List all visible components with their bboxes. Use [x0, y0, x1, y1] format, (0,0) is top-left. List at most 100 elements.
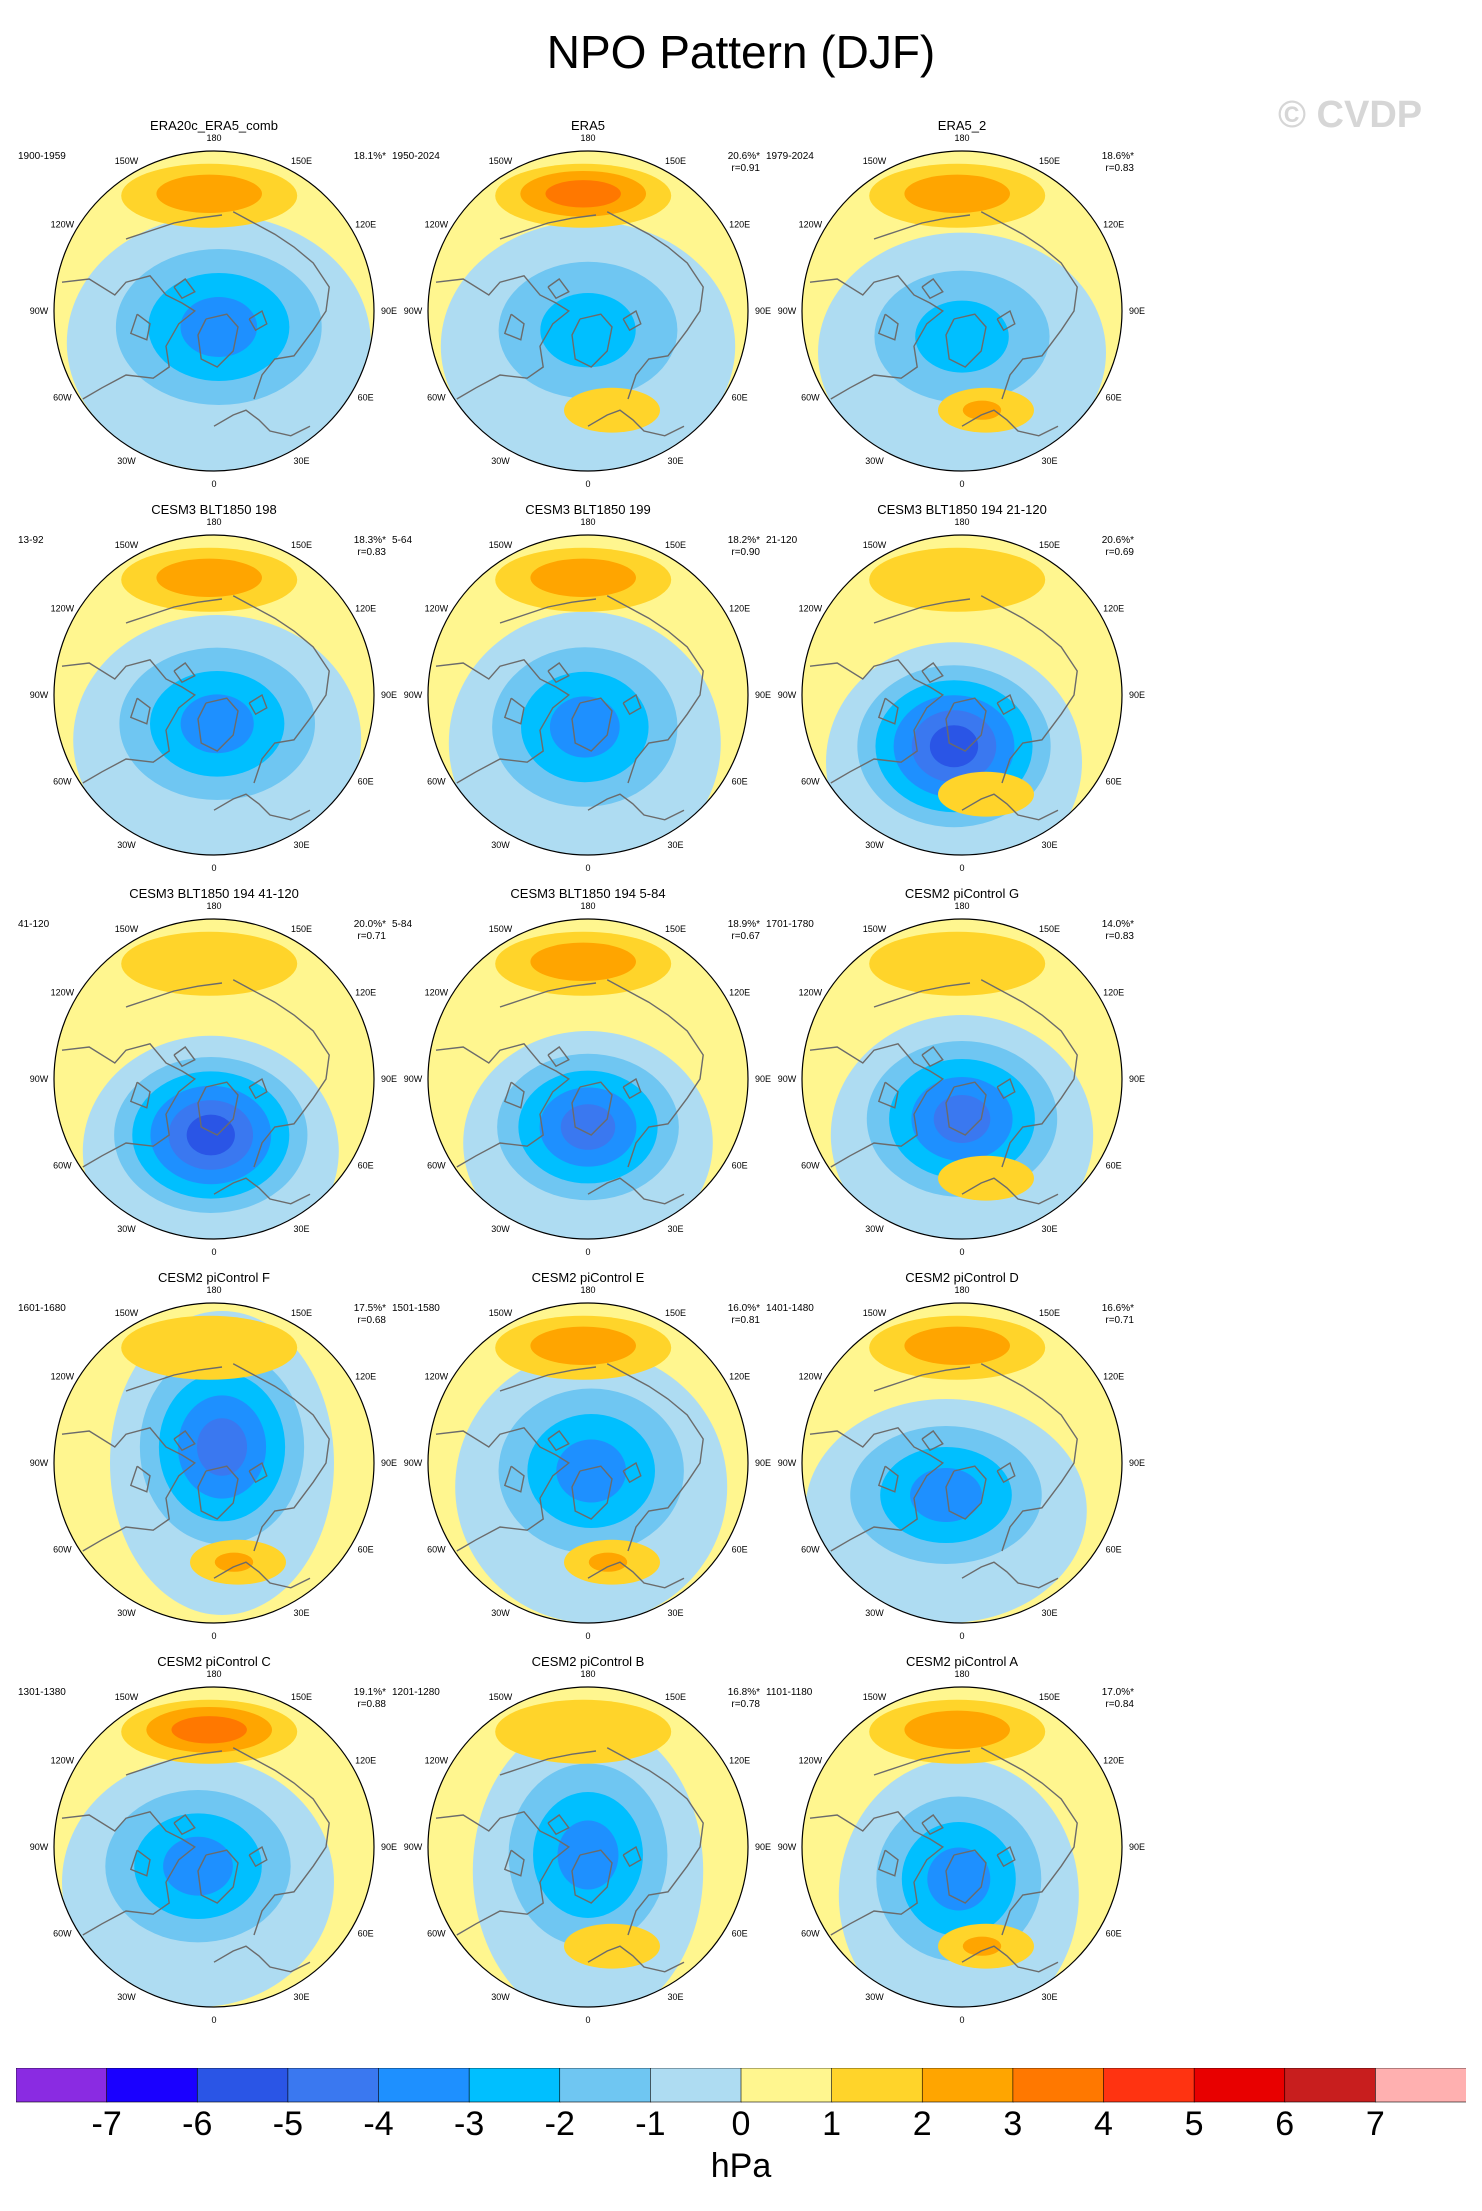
lon-label-w120: 120W [425, 988, 449, 998]
lon-label-w90: 90W [404, 1074, 423, 1084]
lon-label-w150: 150W [115, 924, 139, 934]
coastline [173, 1430, 196, 1452]
coastline [125, 982, 223, 1008]
coastline [980, 595, 1078, 784]
colorbar-swatch [559, 2068, 652, 2103]
coastline [213, 409, 311, 437]
map-plot: 180 150E 120E 90E 60E 30E 0 30W 60W 90W 120W 150W [30, 133, 397, 489]
contour-neg-4 [180, 297, 258, 357]
panel-pattern-corr: r=0.90 [731, 547, 760, 558]
coastline [809, 275, 945, 400]
contour-pos-atlantic-inner [962, 1936, 1002, 1956]
panel-title: CESM3 BLT1850 194 21-120 [877, 502, 1047, 517]
lon-label-n180: 180 [206, 1669, 221, 1679]
coastline [503, 1081, 525, 1109]
coastline [197, 313, 239, 368]
map-plot: 180 150E 120E 90E 60E 30E 0 30W 60W 90W 120W 150W [778, 133, 1145, 489]
lon-label-w60: 60W [427, 1545, 446, 1555]
coastline [125, 598, 223, 624]
map-panel: 180 150E 120E 90E 60E 30E 0 30W 60W 90W 120W 150W CE… [0, 1270, 434, 1650]
lon-label-n180: 180 [954, 1285, 969, 1295]
panel-years: 1201-1280 [392, 1687, 440, 1698]
coastline [606, 979, 704, 1168]
map-panel: 180 150E 120E 90E 60E 30E 0 30W 60W 90W 120W 150W CE… [742, 502, 1182, 882]
lon-label-e60: 60E [358, 393, 374, 403]
lon-label-w120: 120W [425, 604, 449, 614]
lon-label-w120: 120W [799, 988, 823, 998]
lon-label-e90: 90E [755, 1074, 771, 1084]
lon-label-e30: 30E [1041, 1608, 1057, 1618]
coastline [873, 598, 971, 624]
lon-label-w30: 30W [117, 840, 136, 850]
panel-variance-pct: 16.6%* [1101, 1303, 1134, 1314]
coastline [945, 313, 987, 368]
panel-pattern-corr: r=0.78 [731, 1699, 760, 1710]
coastline [129, 1465, 151, 1493]
lon-label-w120: 120W [799, 1372, 823, 1382]
map-panel: 180 150E 120E 90E 60E 30E 0 30W 60W 90W 120W 150W ER… [0, 118, 434, 498]
map-border [801, 150, 1123, 472]
lon-label-e120: 120E [355, 604, 376, 614]
lon-label-w60: 60W [801, 1929, 820, 1939]
map-border [801, 918, 1123, 1240]
panel-pattern-corr: r=0.84 [1105, 1699, 1134, 1710]
coastline [197, 1081, 239, 1136]
lon-label-z0: 0 [585, 863, 590, 873]
contour-pos-pacific [869, 931, 1046, 996]
coastline [996, 309, 1016, 332]
lon-label-e60: 60E [1106, 1545, 1122, 1555]
coastline [61, 275, 197, 400]
lon-label-e150: 150E [291, 540, 312, 550]
lon-label-w60: 60W [53, 1545, 72, 1555]
coastline [197, 1849, 239, 1904]
lon-label-e90: 90E [755, 306, 771, 316]
coastline [809, 1811, 945, 1936]
lon-label-e90: 90E [381, 306, 397, 316]
coastline [961, 1177, 1059, 1205]
panel-years: 5-84 [392, 919, 413, 930]
map-border [427, 150, 749, 472]
lon-label-e120: 120E [355, 988, 376, 998]
coastline [232, 1747, 330, 1936]
coastline [435, 275, 571, 400]
map-panel: 180 150E 120E 90E 60E 30E 0 30W 60W 90W 120W 150W ER… [368, 118, 808, 498]
lon-label-e30: 30E [667, 1224, 683, 1234]
coastline [499, 1750, 597, 1776]
lon-label-e120: 120E [355, 1372, 376, 1382]
colorbar [16, 2068, 1466, 2103]
lon-label-w60: 60W [427, 393, 446, 403]
lon-label-e30: 30E [293, 456, 309, 466]
lon-label-w90: 90W [778, 690, 797, 700]
coastline [61, 1811, 197, 1936]
coastline [213, 1945, 311, 1973]
contour-neg-3 [915, 300, 1009, 373]
panel-title: CESM2 piControl B [531, 1654, 645, 1669]
map-plot: 180 150E 120E 90E 60E 30E 0 30W 60W 90W 120W 150W [404, 517, 771, 873]
map-panel: 180 150E 120E 90E 60E 30E 0 30W 60W 90W 120W 150W CE… [0, 502, 434, 882]
coastline [945, 1081, 987, 1136]
map-plot: 180 150E 120E 90E 60E 30E 0 30W 60W 90W 120W 150W [30, 901, 397, 1257]
coastline [129, 697, 151, 725]
contour-pos-pacific-inner [171, 1716, 247, 1744]
lon-label-e30: 30E [1041, 1992, 1057, 2002]
coastline [571, 1081, 613, 1136]
coastline [873, 982, 971, 1008]
lon-label-w60: 60W [801, 393, 820, 403]
lon-label-n180: 180 [206, 901, 221, 911]
coastline [61, 1427, 197, 1552]
contour-pos-pacific-inner [156, 174, 262, 213]
colorbar-swatch [1375, 2068, 1466, 2103]
lon-label-e30: 30E [1041, 456, 1057, 466]
lon-label-w90: 90W [30, 690, 49, 700]
panel-variance-pct: 20.0%* [353, 919, 386, 930]
colorbar-swatch [1193, 2068, 1286, 2103]
page-title: NPO Pattern (DJF) [546, 26, 936, 78]
contour-neg-6 [929, 725, 979, 768]
coastline [499, 214, 597, 240]
lon-label-w90: 90W [778, 1458, 797, 1468]
coastline [571, 313, 613, 368]
coastline [547, 1430, 570, 1452]
lon-label-w60: 60W [801, 1545, 820, 1555]
lon-label-w90: 90W [778, 1074, 797, 1084]
coastline [877, 1465, 899, 1493]
